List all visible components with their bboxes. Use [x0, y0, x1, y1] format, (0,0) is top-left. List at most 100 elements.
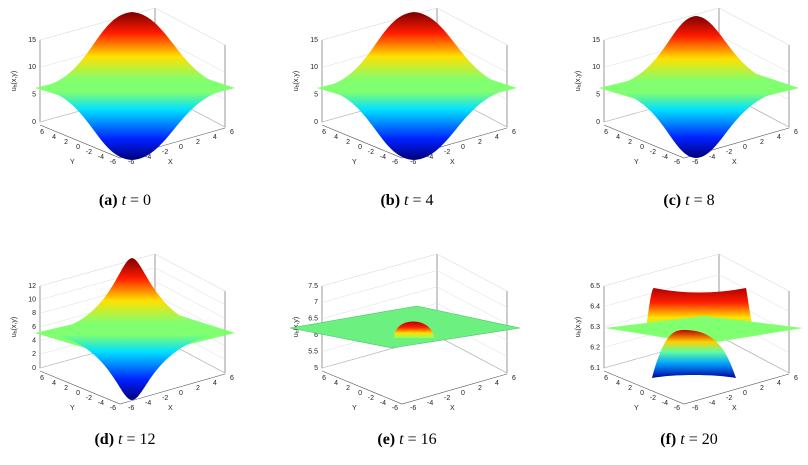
z-tick-label: 0 — [314, 119, 318, 126]
caption-value: = 12 — [126, 431, 155, 448]
caption-label: (b) — [380, 192, 400, 209]
caption-value: = 20 — [689, 431, 718, 448]
y-tick-label: 6 — [604, 129, 608, 136]
x-tick-label: 2 — [760, 385, 764, 392]
x-tick-label: 2 — [478, 385, 482, 392]
z-grid — [436, 7, 508, 46]
z-axis-label: uh(x,y) — [575, 317, 583, 337]
caption-value: = 8 — [694, 192, 715, 209]
z-tick-label: 5 — [314, 92, 318, 99]
y-tick-label: 6 — [604, 375, 608, 382]
y-tick-label: 4 — [616, 134, 620, 141]
x-tick-label: 6 — [230, 129, 234, 136]
y-tick-label: 0 — [76, 390, 80, 397]
y-tick-label: -2 — [86, 149, 92, 156]
x-axis-label: X — [168, 159, 173, 166]
box-base — [321, 370, 508, 405]
y-tick-label: 4 — [334, 380, 338, 387]
z-axis-label: uh(x,y) — [575, 71, 583, 91]
z-tick-label: 5 — [32, 92, 36, 99]
z-grid — [718, 274, 790, 312]
z-axis-label: uh(x,y) — [293, 71, 301, 91]
x-tick-label: 0 — [179, 390, 183, 397]
y-axis-label: Y — [634, 159, 639, 166]
x-tick-label: 0 — [179, 144, 183, 151]
y-tick-label: -6 — [110, 405, 116, 412]
y-axis-label: Y — [634, 405, 639, 412]
x-tick-label: 4 — [213, 380, 217, 387]
x-tick-label: -6 — [692, 159, 698, 166]
x-tick-label: -4 — [709, 154, 715, 161]
y-tick-label: 4 — [52, 134, 56, 141]
z-axis-label-part: (x,y) — [575, 71, 582, 85]
x-tick-label: -2 — [444, 149, 450, 156]
z-grid — [154, 267, 226, 305]
y-tick-label: 0 — [358, 390, 362, 397]
z-tick-label: 0 — [32, 119, 36, 126]
x-axis-label: X — [450, 405, 455, 412]
x-tick-label: -4 — [145, 154, 151, 161]
y-tick-label: -6 — [392, 405, 398, 412]
y-tick-label: -2 — [368, 395, 374, 402]
z-grid — [39, 253, 156, 287]
y-tick-label: 0 — [640, 390, 644, 397]
z-tick-label: 0 — [32, 365, 36, 372]
z-tick-label: 7 — [314, 299, 318, 306]
z-grid — [718, 335, 790, 374]
x-axis-label: X — [732, 159, 737, 166]
z-axis-label: uh(x,y) — [11, 71, 19, 91]
x-tick-label: -2 — [162, 149, 168, 156]
y-tick-label: -2 — [650, 149, 656, 156]
z-tick-label: 5 — [314, 365, 318, 372]
z-tick-label: 6.1 — [590, 365, 600, 372]
z-axis-label-part: (x,y) — [293, 317, 300, 331]
caption-label: (e) — [377, 431, 395, 448]
z-axis-label-part: h — [13, 330, 19, 333]
caption-var: t — [685, 192, 690, 209]
x-tick-label: 2 — [196, 385, 200, 392]
z-grid — [154, 7, 226, 46]
z-tick-label: 10 — [28, 297, 36, 304]
z-grid — [154, 253, 226, 292]
z-axis-label-part: h — [295, 330, 301, 333]
y-tick-label: -6 — [674, 405, 680, 412]
z-tick-label: 2 — [32, 351, 36, 358]
box-base — [321, 124, 508, 159]
z-grid — [154, 294, 226, 333]
z-tick-label: 8 — [32, 310, 36, 317]
y-tick-label: -4 — [98, 154, 104, 161]
caption: (d) t = 12 — [94, 431, 155, 448]
box-base — [39, 124, 226, 159]
caption-var: t — [680, 431, 685, 448]
caption-label: (d) — [94, 431, 114, 448]
z-tick-label: 7.5 — [308, 283, 318, 290]
y-tick-label: -6 — [674, 159, 680, 166]
y-tick-label: 4 — [52, 380, 56, 387]
z-tick-label: 12 — [28, 283, 36, 290]
x-axis-label: X — [168, 405, 173, 412]
x-tick-label: -6 — [128, 159, 134, 166]
z-grid — [436, 253, 508, 292]
x-tick-label: -6 — [128, 405, 134, 412]
x-tick-label: 6 — [794, 129, 798, 136]
x-tick-label: -2 — [726, 395, 732, 402]
y-tick-label: -2 — [368, 149, 374, 156]
caption: (e) t = 16 — [377, 431, 436, 448]
x-tick-label: -4 — [145, 400, 151, 407]
x-tick-label: 0 — [461, 390, 465, 397]
panel: 0 2 4 6 8 10 12 uh(x,y) 6 4 2 0 -2 -4 -6 Y -6 -4 -2 0 2 4 6 X (d… — [11, 253, 235, 448]
x-tick-label: 6 — [512, 375, 516, 382]
y-tick-label: 2 — [628, 139, 632, 146]
z-grid — [603, 7, 720, 41]
y-tick-label: 4 — [616, 380, 620, 387]
surface-plane — [605, 316, 803, 344]
x-tick-label: -2 — [444, 395, 450, 402]
z-tick-label: 6.3 — [590, 324, 600, 331]
z-grid — [718, 35, 790, 73]
z-axis-label-part: u — [11, 333, 18, 337]
x-tick-label: 4 — [213, 134, 217, 141]
z-grid — [718, 253, 790, 292]
z-tick-label: 6.5 — [308, 316, 318, 323]
surface — [599, 16, 799, 158]
z-tick-label: 10 — [310, 64, 318, 71]
